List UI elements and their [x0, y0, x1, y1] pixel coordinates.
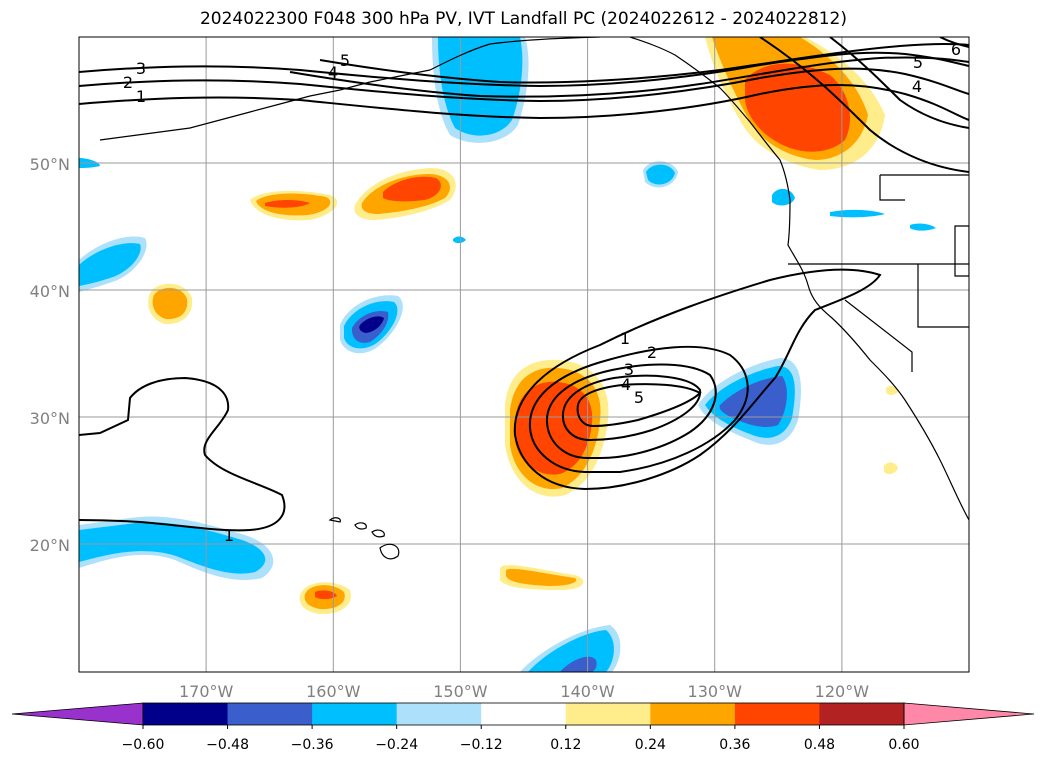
y-tick-label: 30°N — [30, 409, 70, 428]
x-tick-label: 130°W — [688, 682, 743, 701]
ivt-contour-label: 2 — [123, 73, 133, 92]
colorbar-tick-label: −0.12 — [460, 737, 503, 753]
ivt-contour-label: 1 — [620, 329, 630, 348]
colorbar-tick-label: 0.60 — [888, 737, 919, 753]
colorbar: −0.60 −0.48 −0.36 −0.24 −0.12 0.12 0.24 0.36 0.4… — [11, 702, 1035, 753]
ivt-contour-line — [79, 376, 286, 532]
colorbar-segment — [565, 703, 651, 725]
colorbar-extend-min — [11, 702, 144, 726]
ivt-contour-line — [939, 37, 969, 48]
ivt-contour-label: 4 — [621, 375, 631, 394]
map-gridlines — [79, 37, 969, 672]
colorbar-segment — [227, 703, 313, 725]
colorbar-tick-label: 0.12 — [550, 737, 581, 753]
x-tick-label: 140°W — [560, 682, 615, 701]
colorbar-segment — [650, 703, 736, 725]
coastlines — [99, 37, 969, 560]
ivt-contour-label: 3 — [624, 360, 634, 379]
colorbar-tick-label: 0.24 — [635, 737, 666, 753]
ivt-contour-label: 5 — [634, 388, 644, 407]
colorbar-segment — [143, 703, 229, 725]
ivt-contour-line — [79, 84, 969, 121]
ivt-contour-label: 5 — [340, 51, 350, 70]
colorbar-tick-label: −0.24 — [375, 737, 418, 753]
ivt-contour-line — [561, 374, 702, 442]
x-tick-label: 150°W — [433, 682, 488, 701]
ivt-contour-line — [319, 43, 969, 84]
colorbar-frame — [142, 702, 905, 726]
colorbar-segment — [734, 703, 820, 725]
colorbar-tick-label: 0.48 — [804, 737, 835, 753]
y-tick-label: 20°N — [30, 536, 70, 555]
ivt-contour-line — [79, 67, 969, 103]
ivt-contour-line — [576, 383, 702, 428]
x-tick-label: 170°W — [179, 682, 234, 701]
y-tick-label: 50°N — [30, 155, 70, 174]
ivt-contour-line — [513, 268, 882, 491]
colorbar-tick-label: −0.36 — [291, 737, 334, 753]
colorbar-tick-label: 0.36 — [719, 737, 750, 753]
colorbar-segment — [312, 703, 398, 725]
colorbar-tick-label: −0.60 — [122, 737, 165, 753]
ivt-contour-line — [289, 56, 969, 98]
y-tick-label: 40°N — [30, 282, 70, 301]
ivt-contour-label: 4 — [912, 77, 922, 96]
ivt-contour-label: 1 — [224, 526, 234, 545]
ivt-contour-label: 1 — [136, 87, 146, 106]
ivt-contour-label: 6 — [951, 40, 961, 59]
colorbar-tick-label: −0.48 — [206, 737, 249, 753]
ivt-contour-line — [528, 345, 749, 473]
x-tick-label: 120°W — [815, 682, 870, 701]
ivt-contour-label: 4 — [328, 63, 338, 82]
pv-anomaly-fills — [79, 37, 936, 672]
ivt-contour-label: 2 — [647, 343, 657, 362]
ivt-contour-line — [829, 37, 969, 129]
colorbar-segment — [819, 703, 905, 725]
ivt-contour-line — [759, 37, 969, 173]
ivt-contour-label: 5 — [913, 53, 923, 72]
ivt-contour-line — [545, 363, 717, 459]
colorbar-extend-max — [903, 702, 1035, 726]
colorbar-segment — [481, 703, 567, 725]
ivt-contour-line — [79, 51, 969, 88]
colorbar-segment — [396, 703, 482, 725]
chart-title: 2024022300 F048 300 hPa PV, IVT Landfall… — [199, 9, 847, 29]
x-tick-label: 160°W — [306, 682, 361, 701]
x-tick-labels: 170°W 160°W 150°W 140°W 130°W 120°W — [179, 682, 869, 701]
ivt-contours — [79, 37, 969, 532]
ivt-contour-label: 3 — [136, 59, 146, 78]
map-frame — [78, 36, 970, 673]
y-tick-labels: 20°N 30°N 40°N 50°N — [30, 155, 70, 555]
